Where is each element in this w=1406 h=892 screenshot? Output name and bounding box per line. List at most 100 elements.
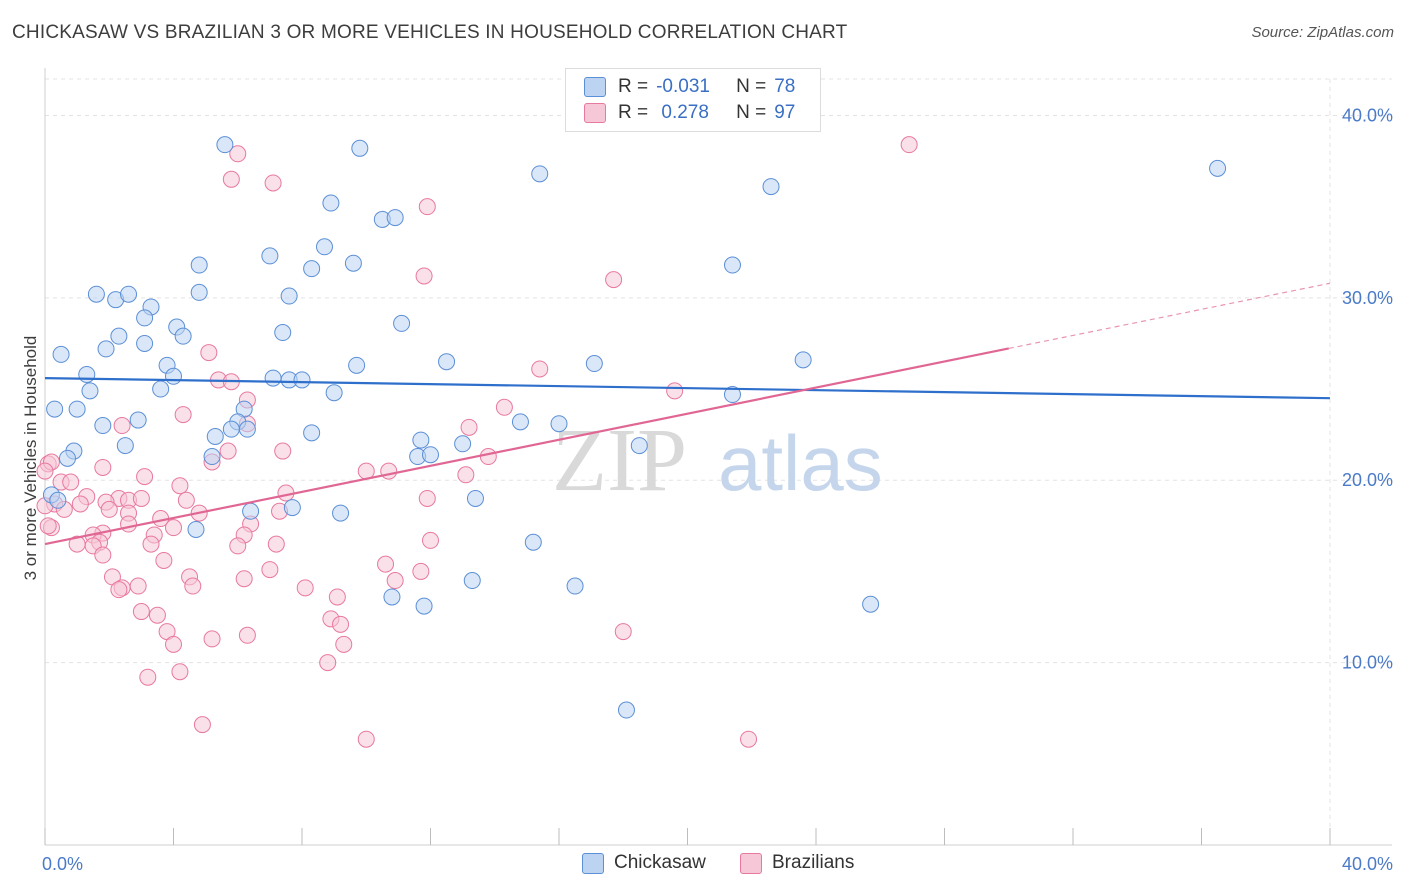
data-point xyxy=(203,630,221,648)
stats-legend: R = -0.031 N = 78 R = 0.278 N = 97 xyxy=(565,68,821,132)
chart-title: CHICKASAW VS BRAZILIAN 3 OR MORE VEHICLE… xyxy=(12,22,848,43)
data-point xyxy=(46,400,64,418)
data-point xyxy=(165,519,182,537)
data-point xyxy=(94,458,112,476)
data-point xyxy=(174,327,192,345)
series-legend-brazilians[interactable]: Brazilians xyxy=(740,852,854,874)
legend-n-label: N = xyxy=(736,76,767,97)
legend-r-value: -0.031 xyxy=(656,76,710,97)
data-point xyxy=(165,635,182,653)
data-point xyxy=(190,283,208,301)
series-label-brazilians: Brazilians xyxy=(772,852,855,873)
data-point xyxy=(177,491,195,509)
trend-lines xyxy=(44,282,1331,546)
data-point xyxy=(454,435,472,453)
data-point xyxy=(351,139,369,157)
legend-r-value: 0.278 xyxy=(656,102,709,123)
data-point xyxy=(129,577,147,595)
data-point xyxy=(605,271,623,289)
data-point xyxy=(383,588,401,606)
data-point xyxy=(319,654,337,672)
data-point xyxy=(94,546,112,564)
data-point xyxy=(193,716,211,734)
data-point xyxy=(463,572,481,590)
data-point xyxy=(132,603,150,621)
data-point xyxy=(422,531,439,549)
data-point xyxy=(531,360,549,378)
data-point xyxy=(386,572,404,590)
data-point xyxy=(550,415,568,433)
data-point xyxy=(206,427,224,445)
data-point xyxy=(264,174,282,192)
data-point xyxy=(377,555,395,573)
data-point xyxy=(58,449,76,467)
data-point xyxy=(418,198,436,216)
data-point xyxy=(152,380,170,398)
data-point xyxy=(335,635,353,653)
brazilians-trend-extension xyxy=(1008,282,1331,350)
data-point xyxy=(585,355,603,373)
data-point xyxy=(87,285,105,303)
chickasaw-points xyxy=(42,136,1227,719)
data-point xyxy=(794,351,812,369)
data-point xyxy=(229,145,247,163)
data-point xyxy=(479,448,497,466)
y-tick-label: 10.0% xyxy=(1342,653,1393,673)
data-point xyxy=(315,238,333,256)
data-point xyxy=(148,606,166,624)
data-point xyxy=(190,256,208,274)
data-point xyxy=(531,165,549,183)
data-point xyxy=(740,730,758,748)
data-point xyxy=(303,260,321,278)
watermark-zip: ZIP xyxy=(552,411,687,510)
legend-swatch-chickasaw xyxy=(584,77,606,97)
data-point xyxy=(415,597,433,615)
data-point xyxy=(171,477,189,495)
data-point xyxy=(116,437,134,455)
data-point xyxy=(68,535,86,553)
data-point xyxy=(380,462,398,480)
data-point xyxy=(762,178,780,196)
data-point xyxy=(393,314,411,332)
data-point xyxy=(235,570,253,588)
series-label-chickasaw: Chickasaw xyxy=(614,852,706,873)
x-tick-label: 0.0% xyxy=(42,854,83,874)
data-point xyxy=(113,417,131,435)
data-point xyxy=(460,418,478,436)
data-point xyxy=(242,502,260,520)
data-point xyxy=(261,561,279,579)
data-point xyxy=(222,420,240,438)
data-point xyxy=(81,382,99,400)
data-point xyxy=(438,353,456,371)
legend-r-label: R = xyxy=(618,102,649,123)
data-point xyxy=(219,442,237,460)
data-point xyxy=(129,411,147,429)
data-point xyxy=(348,356,366,374)
data-point xyxy=(229,537,247,555)
data-point xyxy=(666,382,684,400)
data-point xyxy=(139,668,157,686)
data-point xyxy=(344,254,362,272)
data-point xyxy=(94,417,112,435)
data-point xyxy=(267,535,285,553)
legend-n-value: 97 xyxy=(774,102,796,123)
data-point xyxy=(155,551,173,569)
series-legend-chickasaw[interactable]: Chickasaw xyxy=(582,852,706,874)
data-point xyxy=(296,579,314,597)
brazilians-points xyxy=(36,136,918,748)
y-tick-label: 40.0% xyxy=(1342,105,1393,125)
x-tick-label: 40.0% xyxy=(1342,854,1393,874)
watermark: ZIP atlas xyxy=(552,411,883,510)
data-point xyxy=(614,623,632,641)
data-point xyxy=(165,367,182,385)
data-point xyxy=(630,437,648,455)
data-point xyxy=(1209,159,1227,177)
data-point xyxy=(184,577,202,595)
data-point xyxy=(78,365,96,383)
data-point xyxy=(293,371,311,389)
data-point xyxy=(495,398,513,416)
x-tick-labels: 0.0% 40.0% xyxy=(42,854,1393,874)
data-point xyxy=(52,345,70,363)
legend-swatch-brazilians xyxy=(584,103,606,123)
